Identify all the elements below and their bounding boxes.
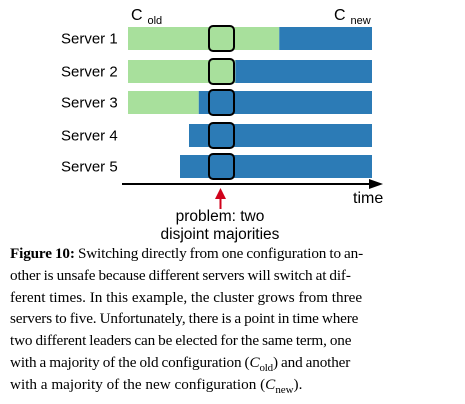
problem-window-server-3	[208, 89, 235, 116]
server-label-4: Server 4	[61, 128, 118, 145]
caption-line-4: servers to five. Unfortunately, there is…	[10, 310, 359, 328]
problem-arrow-head	[215, 188, 226, 199]
new-config-bar-server-2	[235, 60, 372, 83]
caption-label: Figure 10:	[10, 245, 75, 262]
caption-line-6: with a majority of the old configuration…	[10, 352, 456, 374]
time-axis-label: time	[353, 190, 383, 207]
caption-line-6-end: ) and another	[272, 353, 351, 371]
new-config-subscript: new	[351, 15, 371, 27]
old-config-label: C	[131, 7, 143, 24]
caption-line-1-text: Switching directly from one configuratio…	[74, 245, 363, 262]
server-label-3: Server 3	[61, 95, 118, 112]
problem-window-server-5	[208, 153, 235, 180]
old-config-bar-server-1	[128, 27, 280, 50]
time-axis-arrowhead	[369, 179, 383, 189]
caption-line-7-start: with a majority of the new configuration…	[10, 375, 266, 393]
server-label-5: Server 5	[61, 159, 118, 176]
problem-label-line-1: problem: two	[176, 208, 265, 225]
server-label-2: Server 2	[61, 64, 118, 81]
server-label-1: Server 1	[61, 31, 118, 48]
c-old-subscript: old	[259, 361, 273, 374]
problem-label-line-2: disjoint majorities	[161, 226, 280, 243]
old-config-subscript: old	[148, 15, 163, 27]
c-old-symbol: C	[249, 353, 260, 371]
new-config-bar-server-1	[279, 27, 372, 50]
new-config-label: C	[334, 7, 346, 24]
caption-line-7: with a majority of the new configuration…	[10, 374, 456, 396]
caption-line-6-start: with a majority of the old configuration…	[10, 353, 250, 371]
problem-window-server-2	[208, 58, 235, 85]
old-config-bar-server-2	[128, 60, 236, 83]
caption-line-1: Figure 10: Switching directly from one c…	[10, 243, 456, 265]
problem-window-server-4	[208, 122, 235, 149]
c-new-symbol: C	[265, 375, 276, 393]
new-config-bar-server-3	[198, 91, 372, 114]
new-config-bar-server-5	[180, 155, 372, 178]
caption-line-7-end: ).	[293, 375, 303, 393]
figure-caption: Figure 10: Switching directly from one c…	[10, 243, 456, 396]
caption-line-5: two different leaders can be elected for…	[10, 332, 352, 350]
problem-window-server-1	[208, 25, 235, 52]
old-config-bar-server-3	[128, 91, 199, 114]
c-new-subscript: new	[275, 383, 294, 396]
caption-line-2: other is unsafe because different server…	[10, 266, 351, 284]
caption-line-3: ferent times. In this example, the clust…	[10, 288, 363, 306]
new-config-bar-server-4	[189, 124, 372, 147]
